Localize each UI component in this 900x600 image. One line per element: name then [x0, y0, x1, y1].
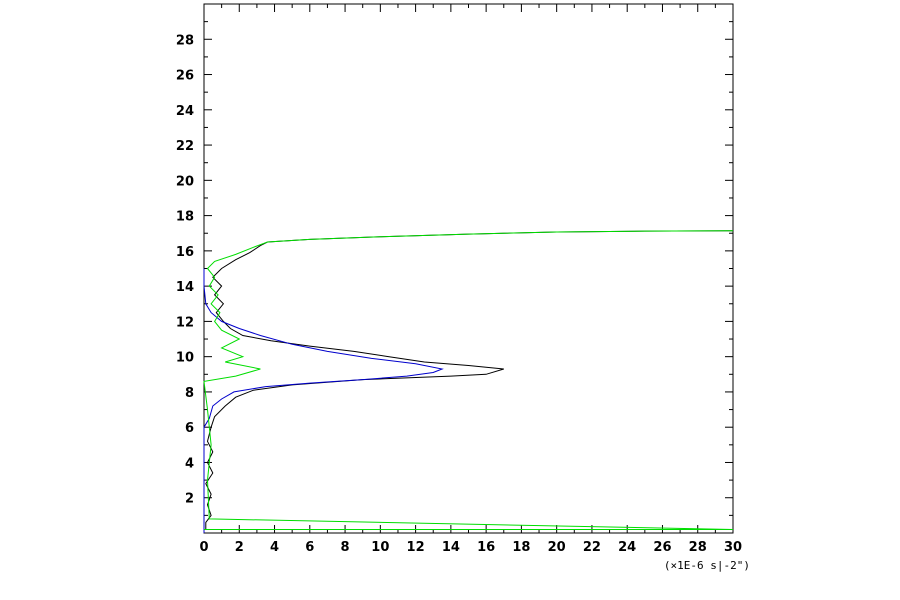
x-axis: 0 2 4 6 8 10 12 14 16 18 20 22 24 26 28 30 — [199, 4, 742, 555]
x-tick-label: 14 — [442, 540, 460, 555]
y-tick-label: 26 — [176, 69, 194, 84]
x-tick-label: 4 — [270, 540, 279, 555]
series-line-1 — [205, 230, 734, 530]
y-tick-label: 2 — [185, 492, 194, 507]
y-tick-label: 6 — [185, 421, 194, 436]
y-tick-label: 10 — [176, 351, 194, 366]
y-tick-label: 14 — [176, 280, 194, 295]
plot-frame — [203, 3, 734, 534]
y-tick-label: 4 — [185, 456, 194, 471]
x-tick-label: 30 — [724, 540, 742, 555]
x-tick-label: 16 — [477, 540, 495, 555]
y-tick-label: 8 — [185, 386, 194, 401]
x-tick-label: 24 — [618, 540, 636, 555]
x-tick-label: 0 — [199, 540, 208, 555]
x-tick-label: 20 — [548, 540, 566, 555]
x-tick-label: 26 — [653, 540, 671, 555]
x-tick-label: 6 — [305, 540, 314, 555]
x-tick-label: 10 — [371, 540, 389, 555]
y-tick-label: 18 — [176, 210, 194, 225]
y-tick-label: 16 — [176, 245, 194, 260]
x-tick-label: 12 — [407, 540, 425, 555]
x-unit-label: (×1E-6 s|-2") — [664, 559, 750, 572]
series-layer — [203, 230, 734, 533]
y-tick-label: 28 — [176, 33, 194, 48]
series-line-2 — [203, 268, 444, 533]
x-tick-label: 22 — [583, 540, 601, 555]
y-tick-label: 24 — [176, 104, 194, 119]
x-tick-label: 28 — [689, 540, 707, 555]
x-tick-label: 18 — [512, 540, 530, 555]
x-tick-label: 2 — [235, 540, 244, 555]
y-tick-label: 22 — [176, 139, 194, 154]
y-tick-label: 12 — [176, 315, 194, 330]
y-tick-label: 20 — [176, 174, 194, 189]
series-line-3 — [203, 230, 734, 530]
x-tick-label: 8 — [341, 540, 350, 555]
